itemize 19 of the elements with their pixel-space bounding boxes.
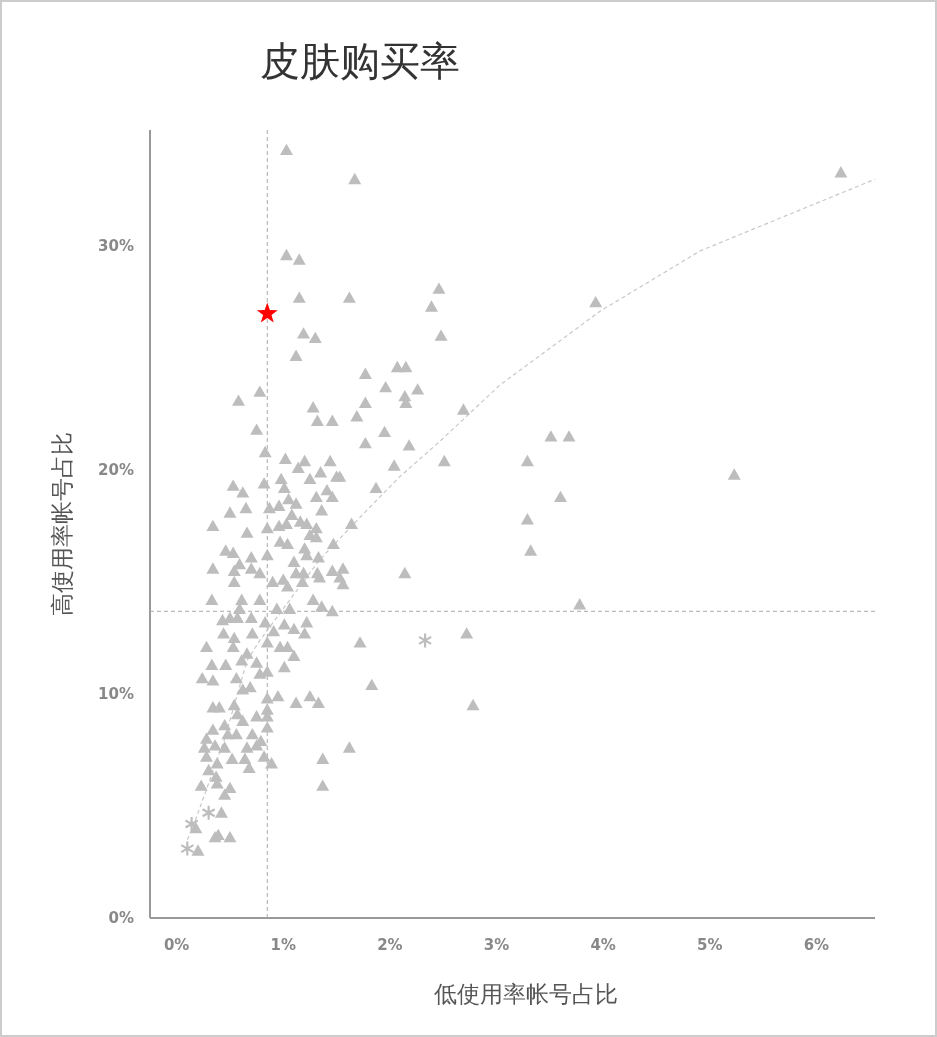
chart-title: 皮肤购买率 — [260, 38, 460, 84]
x-tick-label: 3% — [483, 936, 510, 954]
x-tick-label: 1% — [270, 936, 297, 954]
point — [184, 815, 199, 833]
x-tick-label: 2% — [377, 936, 403, 954]
y-tick-label: 0% — [108, 909, 134, 927]
point — [201, 804, 216, 821]
y-tick-label: 20% — [98, 461, 134, 480]
point — [256, 302, 278, 323]
y-tick-label: 30% — [98, 237, 134, 256]
y-axis-title: 高使用率帐号占比 — [49, 432, 75, 616]
point — [180, 840, 195, 857]
x-tick-label: 0% — [163, 936, 190, 954]
x-tick-label: 6% — [803, 936, 830, 954]
point — [417, 632, 433, 649]
x-tick-label: 5% — [697, 936, 723, 954]
y-tick-label: 10% — [98, 685, 134, 704]
x-tick-label: 4% — [590, 936, 616, 954]
x-axis-title: 低使用率帐号占比 — [433, 981, 618, 1007]
